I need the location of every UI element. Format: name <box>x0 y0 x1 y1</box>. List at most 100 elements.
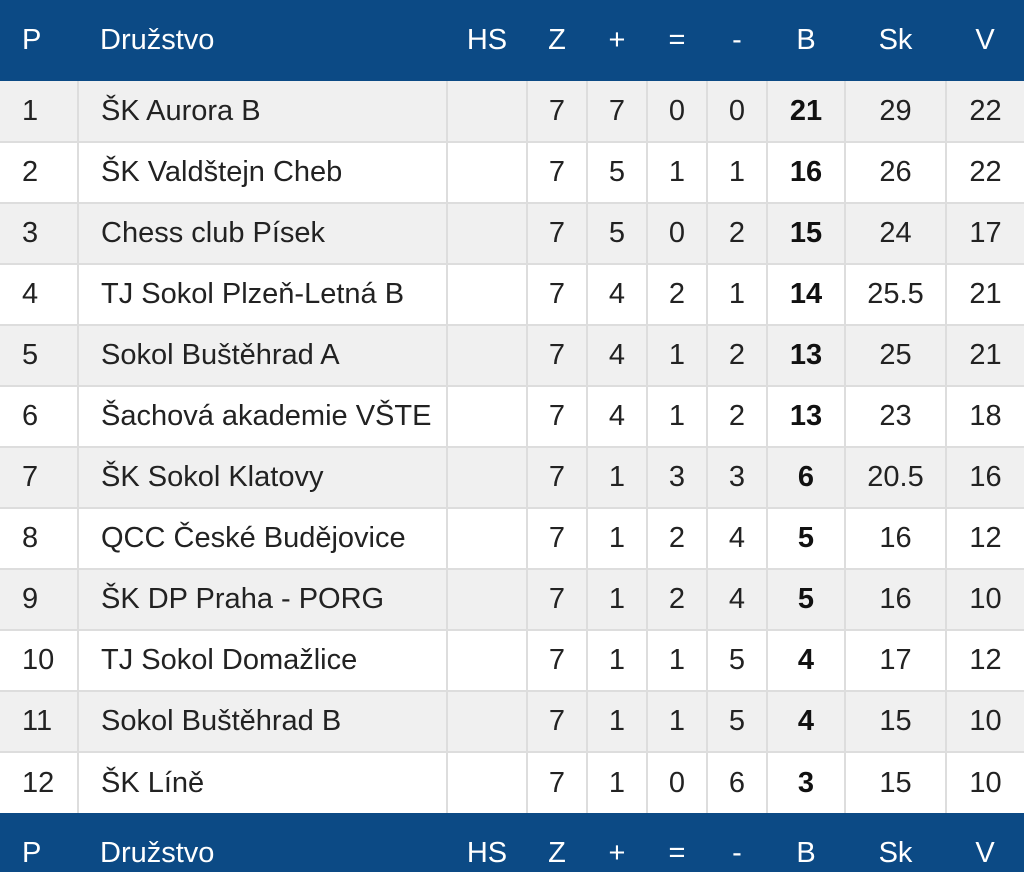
table-row: 1 ŠK Aurora B 7 7 0 0 21 29 22 <box>0 81 1024 143</box>
header-position[interactable]: P <box>22 24 42 56</box>
cell-team[interactable]: ŠK Sokol Klatovy <box>77 446 448 509</box>
cell-v: 10 <box>945 751 1024 813</box>
header-draws[interactable]: = <box>668 24 686 56</box>
cell-position: 11 <box>0 690 79 753</box>
cell-losses: 2 <box>706 202 768 265</box>
cell-matches: 7 <box>526 81 588 143</box>
cell-losses: 1 <box>706 263 768 326</box>
footer-score: Sk <box>878 837 913 869</box>
cell-draws: 0 <box>646 81 708 143</box>
cell-hs <box>446 629 528 692</box>
cell-position: 9 <box>0 568 79 631</box>
cell-draws: 1 <box>646 141 708 204</box>
cell-team[interactable]: TJ Sokol Plzeň-Letná B <box>77 263 448 326</box>
cell-score: 23 <box>844 385 947 448</box>
header-score[interactable]: Sk <box>878 24 913 56</box>
cell-hs <box>446 751 528 813</box>
cell-losses: 3 <box>706 446 768 509</box>
cell-matches: 7 <box>526 202 588 265</box>
table-row: 4 TJ Sokol Plzeň-Letná B 7 4 2 1 14 25.5 21 <box>0 263 1024 326</box>
cell-score: 20.5 <box>844 446 947 509</box>
cell-losses: 0 <box>706 81 768 143</box>
cell-wins: 1 <box>586 568 648 631</box>
cell-matches: 7 <box>526 690 588 753</box>
cell-losses: 4 <box>706 507 768 570</box>
cell-points: 4 <box>766 629 846 692</box>
cell-v: 22 <box>945 141 1024 204</box>
cell-matches: 7 <box>526 507 588 570</box>
cell-v: 10 <box>945 690 1024 753</box>
cell-matches: 7 <box>526 324 588 387</box>
cell-draws: 1 <box>646 629 708 692</box>
cell-position: 3 <box>0 202 79 265</box>
cell-team[interactable]: QCC České Budějovice <box>77 507 448 570</box>
cell-losses: 6 <box>706 751 768 813</box>
cell-draws: 1 <box>646 324 708 387</box>
cell-team[interactable]: ŠK Aurora B <box>77 81 448 143</box>
cell-position: 8 <box>0 507 79 570</box>
cell-score: 26 <box>844 141 947 204</box>
cell-position: 5 <box>0 324 79 387</box>
cell-draws: 2 <box>646 507 708 570</box>
cell-team[interactable]: ŠK Líně <box>77 751 448 813</box>
cell-team[interactable]: TJ Sokol Domažlice <box>77 629 448 692</box>
cell-points: 3 <box>766 751 846 813</box>
cell-team[interactable]: ŠK DP Praha - PORG <box>77 568 448 631</box>
cell-team[interactable]: Sokol Buštěhrad A <box>77 324 448 387</box>
header-matches[interactable]: Z <box>548 24 566 56</box>
cell-points: 5 <box>766 507 846 570</box>
cell-score: 15 <box>844 690 947 753</box>
header-wins[interactable]: + <box>608 24 626 56</box>
cell-position: 7 <box>0 446 79 509</box>
cell-draws: 0 <box>646 202 708 265</box>
cell-hs <box>446 81 528 143</box>
cell-hs <box>446 324 528 387</box>
cell-hs <box>446 446 528 509</box>
cell-wins: 4 <box>586 324 648 387</box>
cell-matches: 7 <box>526 751 588 813</box>
header-losses[interactable]: - <box>732 24 742 56</box>
cell-position: 12 <box>0 751 79 813</box>
cell-draws: 2 <box>646 568 708 631</box>
cell-points: 15 <box>766 202 846 265</box>
cell-v: 12 <box>945 629 1024 692</box>
cell-score: 16 <box>844 568 947 631</box>
table-row: 7 ŠK Sokol Klatovy 7 1 3 3 6 20.5 16 <box>0 446 1024 509</box>
cell-v: 17 <box>945 202 1024 265</box>
table-body: 1 ŠK Aurora B 7 7 0 0 21 29 22 2 ŠK Valdštejn Cheb… <box>0 81 1024 813</box>
cell-matches: 7 <box>526 385 588 448</box>
cell-v: 18 <box>945 385 1024 448</box>
cell-position: 6 <box>0 385 79 448</box>
cell-hs <box>446 568 528 631</box>
cell-draws: 2 <box>646 263 708 326</box>
cell-score: 25 <box>844 324 947 387</box>
table-row: 8 QCC České Budějovice 7 1 2 4 5 16 12 <box>0 507 1024 570</box>
cell-draws: 1 <box>646 385 708 448</box>
cell-v: 12 <box>945 507 1024 570</box>
cell-matches: 7 <box>526 568 588 631</box>
footer-wins: + <box>608 837 626 869</box>
footer-position: P <box>22 837 42 869</box>
cell-v: 10 <box>945 568 1024 631</box>
cell-points: 14 <box>766 263 846 326</box>
cell-team[interactable]: Chess club Písek <box>77 202 448 265</box>
cell-matches: 7 <box>526 141 588 204</box>
header-hs[interactable]: HS <box>466 24 508 56</box>
cell-team[interactable]: Sokol Buštěhrad B <box>77 690 448 753</box>
cell-wins: 1 <box>586 507 648 570</box>
cell-team[interactable]: ŠK Valdštejn Cheb <box>77 141 448 204</box>
cell-team[interactable]: Šachová akademie VŠTE <box>77 385 448 448</box>
cell-matches: 7 <box>526 263 588 326</box>
cell-wins: 5 <box>586 141 648 204</box>
footer-hs: HS <box>466 837 508 869</box>
header-v[interactable]: V <box>975 24 995 56</box>
header-points[interactable]: B <box>796 24 816 56</box>
cell-losses: 2 <box>706 324 768 387</box>
footer-team: Družstvo <box>100 837 215 869</box>
table-row: 2 ŠK Valdštejn Cheb 7 5 1 1 16 26 22 <box>0 141 1024 204</box>
cell-draws: 0 <box>646 751 708 813</box>
cell-hs <box>446 263 528 326</box>
cell-losses: 1 <box>706 141 768 204</box>
header-team[interactable]: Družstvo <box>100 24 215 56</box>
